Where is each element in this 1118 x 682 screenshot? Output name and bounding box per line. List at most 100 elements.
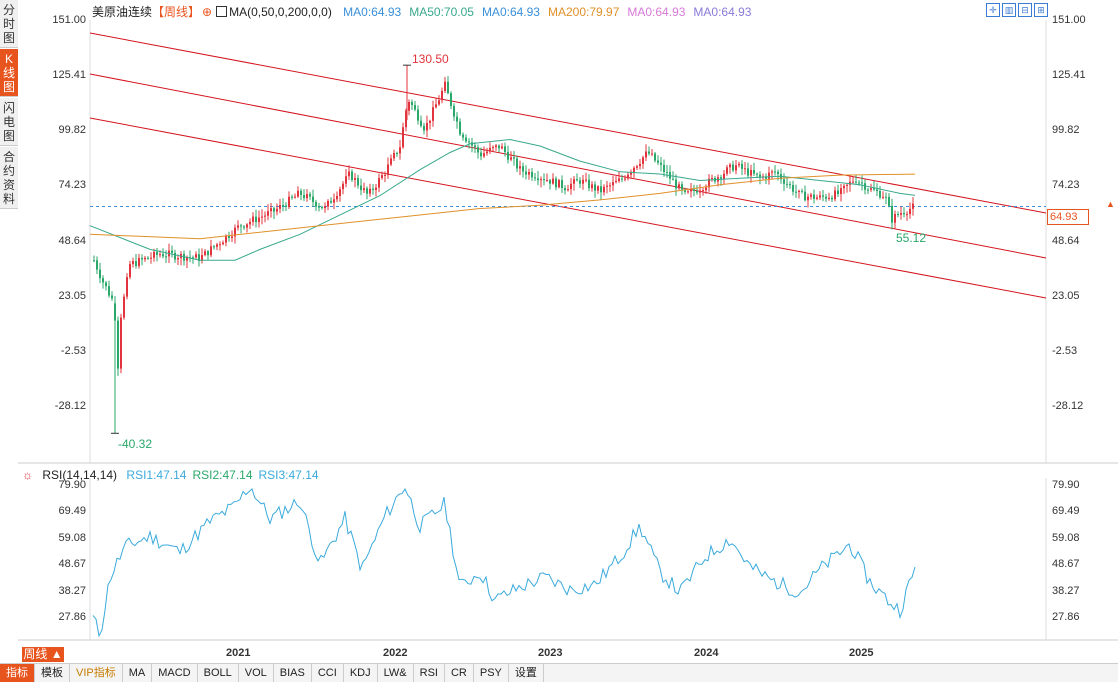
indicator-tab-7[interactable]: BIAS [274, 664, 312, 682]
rsi-tick-right: 69.49 [1052, 505, 1080, 517]
candle-body [837, 190, 839, 195]
channel-lower [89, 117, 1047, 299]
candle-body [876, 189, 878, 191]
candle-body [294, 196, 296, 198]
price-tick-right: 99.82 [1052, 124, 1080, 136]
candle-body [831, 197, 833, 200]
candle-body [570, 183, 572, 190]
candle-body [558, 180, 560, 188]
candle-body [882, 196, 884, 198]
rsi-settings-icon[interactable]: ☼ [22, 468, 33, 482]
current-price-tag: 64.93 [1047, 209, 1089, 225]
candle-body [99, 269, 101, 279]
indicator-tab-11[interactable]: RSI [414, 664, 445, 682]
indicator-tab-2[interactable]: VIP指标 [70, 664, 123, 682]
candle-body [261, 216, 263, 218]
candle-body [648, 151, 650, 154]
left-tab-0[interactable]: 分时图 [0, 0, 18, 48]
candle-body [768, 172, 770, 179]
candle-body [696, 190, 698, 193]
rsi-tick-left: 59.08 [58, 532, 86, 544]
settings-icon[interactable]: ⊕ [202, 5, 213, 19]
candle-body [414, 105, 416, 110]
price-tick-left: 125.41 [52, 69, 86, 81]
candle-body [684, 189, 686, 192]
candle-body [381, 175, 383, 179]
candle-body [753, 169, 755, 174]
candle-body [756, 173, 758, 175]
period-button[interactable]: 周线 ▲ [22, 647, 64, 662]
indicator-tab-bar: 指标 模板 VIP指标 MA MACD BOLL VOL BIAS CCI KDJ LW& RSI CR… [0, 663, 1118, 682]
bar-chart-icon[interactable]: ▥ [1002, 3, 1016, 17]
rsi-tick-left: 38.27 [58, 585, 86, 597]
candle-body [657, 160, 659, 163]
left-tab-2[interactable]: 闪电图 [0, 98, 18, 146]
zoom-icon[interactable]: ⊟ [1018, 3, 1032, 17]
candle-body [567, 189, 569, 191]
candle-body [540, 179, 542, 181]
candle-body [801, 190, 803, 192]
instrument-name: 美原油连续 [92, 5, 153, 19]
candle-body [792, 185, 794, 192]
expand-icon[interactable]: ⊞ [1034, 3, 1048, 17]
candle-body [564, 187, 566, 191]
left-tab-3[interactable]: 合约资料 [0, 147, 18, 209]
candle-body [489, 147, 491, 152]
candle-body [216, 244, 218, 247]
year-label: 2022 [383, 647, 408, 659]
indicator-tab-8[interactable]: CCI [312, 664, 344, 682]
candle-body [372, 188, 374, 190]
candle-body [300, 190, 302, 195]
price-alert-icon[interactable]: ▲ [1106, 199, 1115, 209]
candle-body [192, 257, 194, 259]
indicator-tab-5[interactable]: BOLL [198, 664, 239, 682]
rsi-line [92, 487, 916, 638]
candle-body [378, 178, 380, 188]
candle-body [291, 196, 293, 198]
candle-body [258, 217, 260, 223]
candle-body [660, 162, 662, 165]
candle-body [339, 189, 341, 196]
indicator-tab-3[interactable]: MA [123, 664, 153, 682]
candle-body [591, 184, 593, 189]
candle-body [129, 264, 131, 278]
candle-body [474, 145, 476, 148]
indicator-tab-6[interactable]: VOL [239, 664, 274, 682]
candle-body [687, 191, 689, 193]
candle-body [522, 166, 524, 172]
price-tick-right: -28.12 [1052, 400, 1084, 412]
low-annotation: -40.32 [118, 437, 153, 451]
candle-body [822, 195, 824, 197]
indicator-tab-0[interactable]: 指标 [0, 664, 35, 682]
candle-body [771, 171, 773, 173]
indicator-tab-13[interactable]: PSY [474, 664, 509, 682]
candle-body [183, 253, 185, 261]
candle-body [738, 163, 740, 166]
indicator-tab-14[interactable]: 设置 [509, 664, 544, 682]
candle-body [681, 184, 683, 190]
candle-body [909, 208, 911, 215]
indicator-tab-10[interactable]: LW& [378, 664, 414, 682]
candle-body [741, 163, 743, 169]
candle-body [423, 125, 425, 131]
candle-body [411, 102, 413, 106]
indicator-tab-12[interactable]: CR [445, 664, 474, 682]
candle-body [432, 107, 434, 121]
candle-body [840, 188, 842, 195]
candle-body [327, 200, 329, 207]
indicator-tab-1[interactable]: 模板 [35, 664, 70, 682]
candle-body [861, 182, 863, 184]
candle-body [702, 190, 704, 192]
candle-body [462, 134, 464, 138]
candle-body [195, 254, 197, 258]
candle-body [621, 178, 623, 180]
candle-body [222, 242, 224, 245]
crosshair-icon[interactable]: ✛ [986, 3, 1000, 17]
rsi-value-0: RSI1:47.14 [126, 468, 187, 482]
indicator-toggle-icon[interactable] [216, 6, 228, 17]
indicator-tab-4[interactable]: MACD [152, 664, 198, 682]
candle-body [174, 252, 176, 260]
indicator-tab-9[interactable]: KDJ [344, 664, 378, 682]
